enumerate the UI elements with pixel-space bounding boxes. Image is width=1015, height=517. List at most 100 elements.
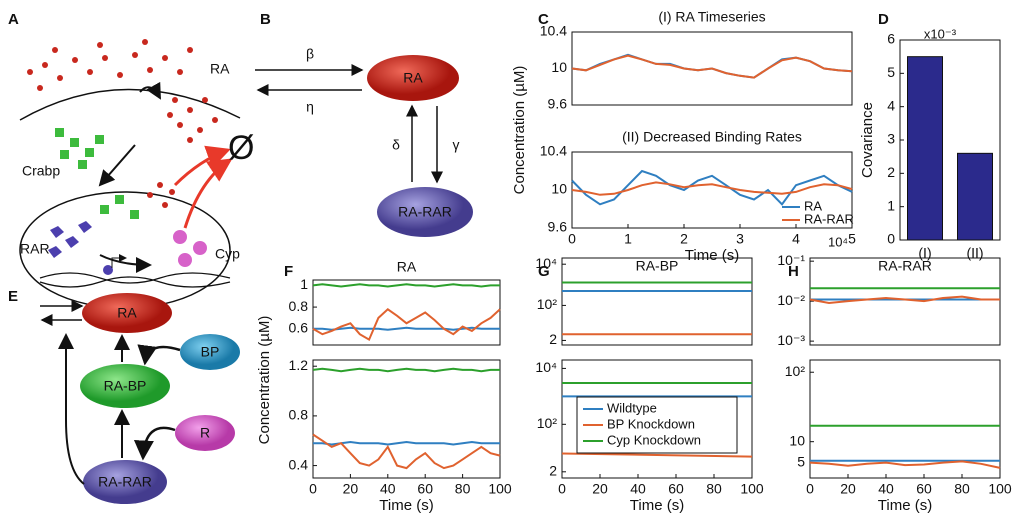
y-tick-label: 10² [537,296,558,312]
y-tick-label: 0.6 [289,319,309,335]
axes-box [312,359,501,479]
diagram-label: RA [210,61,230,77]
chart-title: (II) Decreased Binding Rates [622,129,802,145]
panel-label: B [260,11,271,28]
x-axis-label: Time (s) [878,497,932,514]
x-tick-label: (I) [918,245,931,261]
rate-label: δ [392,137,400,153]
bar [907,56,943,241]
y-tick-label: 1.2 [289,357,309,373]
node-label: RA [117,305,137,321]
legend-label: RA-RAR [804,211,854,226]
y-axis-label: Covariance [859,102,876,178]
series-line [809,460,1001,469]
rate-label: η [306,99,314,115]
y-tick-label: 1 [300,276,308,292]
x-tick-label: (II) [966,245,983,261]
y-tick-label: 0.8 [289,298,309,314]
x-tick-label: 20 [840,481,856,497]
legend-label: Cyp Knockdown [607,432,701,447]
legend-label: RA [804,198,822,213]
y-tick-label: 4 [887,97,895,113]
x-tick-label: 60 [417,481,433,497]
panel-label: G [538,263,550,280]
chart-title: RA [397,259,417,275]
y-tick-label: 10⁴ [535,359,557,375]
annotation: x10⁻³ [924,26,957,41]
series-line [571,181,853,196]
x-tick-label: 20 [343,481,359,497]
axes-box [561,257,753,346]
panel-label: A [8,11,19,28]
node-label: R [200,425,210,441]
chart-title: RA-RAR [878,258,932,274]
y-tick-label: 2 [887,164,895,180]
diagram-label: Cyp [215,246,240,262]
y-tick-label: 2 [549,463,557,479]
x-tick-label: 80 [954,481,970,497]
y-tick-label: 10² [785,363,806,379]
series-line [312,433,501,470]
rate-label: β [306,46,314,62]
series-line [312,283,500,288]
x-tick-label: 0 [558,481,566,497]
y-tick-label: 10⁻¹ [777,252,805,268]
x-tick-label: 40 [878,481,894,497]
panel-label: E [8,288,18,305]
x-tick-label: 60 [916,481,932,497]
x-axis-label: Time (s) [685,247,739,264]
x-tick-label: 40 [630,481,646,497]
diagram-label: Crabp [22,163,60,179]
x-tick-label: 80 [706,481,722,497]
x-tick-label: 3 [736,231,744,247]
axes-box [809,359,1001,479]
y-tick-label: 5 [887,64,895,80]
y-tick-label: 10⁻² [777,292,805,308]
bar [957,152,993,241]
y-tick-label: 6 [887,31,895,47]
chart-title: RA-BP [636,258,679,274]
panel-label: F [284,263,293,280]
legend-box [576,396,738,454]
x-tick-label: 0 [568,231,576,247]
rate-label: γ [453,137,460,153]
y-tick-label: 0.4 [289,456,309,472]
node-label: RA-RAR [398,204,452,220]
node-label: RA-BP [104,378,147,394]
y-tick-label: 10.4 [540,23,567,39]
x-tick-label: 60 [668,481,684,497]
series-line [571,53,853,79]
diagram-label: Ø [228,129,254,167]
y-tick-label: 10 [551,181,567,197]
y-tick-label: 10² [537,415,558,431]
x-axis-label: Time (s) [379,497,433,514]
series-line [313,440,500,446]
y-tick-label: 10 [789,432,805,448]
y-tick-label: 3 [887,131,895,147]
y-tick-label: 0.8 [289,407,309,423]
y-tick-label: 10 [551,59,567,75]
x-tick-label: 1 [624,231,632,247]
panel-label: C [538,11,549,28]
legend-label: BP Knockdown [607,416,695,431]
diagram-b: RA RA-RAR β η δ γ [255,46,473,237]
x-tick-label: 0 [806,481,814,497]
y-tick-label: 5 [797,453,805,469]
x-tick-label: 80 [455,481,471,497]
x-tick-label: 20 [592,481,608,497]
panel-label: H [788,263,799,280]
x-tick-label: 40 [380,481,396,497]
legend-label: Wildtype [607,400,657,415]
node-label: RA-RAR [98,474,152,490]
chart-title: (I) RA Timeseries [658,9,765,25]
x-axis-label: Time (s) [630,497,684,514]
x-tick-label: 2 [680,231,688,247]
y-axis-label: Concentration (µM) [511,66,528,195]
x-tick-label: 5 [848,231,856,247]
series-line [809,295,1000,305]
y-axis-label: Concentration (µM) [256,316,273,445]
series-line [571,169,853,206]
x-tick-label: 100 [488,481,512,497]
diagram-a: RA Crabp RAR Cyp Ø [19,39,254,309]
